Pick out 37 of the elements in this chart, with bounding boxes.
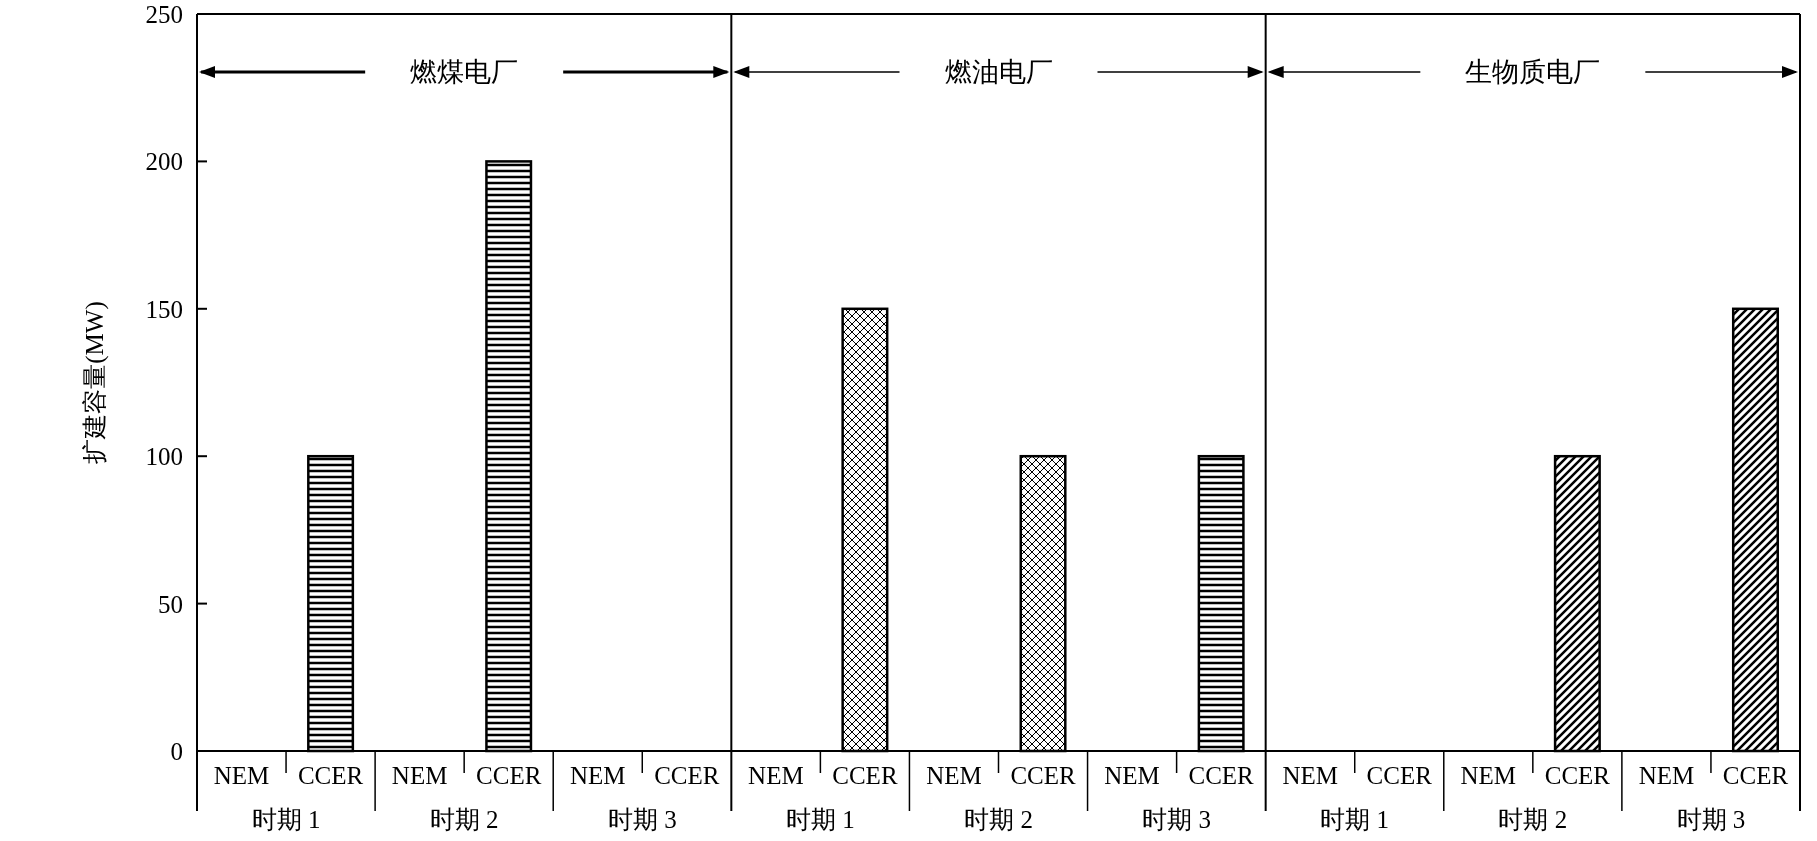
x-tick-label: NEM xyxy=(569,762,626,789)
x-tick-label: NEM xyxy=(926,762,982,789)
x-tick-label: CCER xyxy=(297,762,364,789)
y-tick-label: 150 xyxy=(145,295,183,323)
x-tick-label: CCER xyxy=(654,762,720,789)
x-tick-label: CCER xyxy=(1366,762,1433,789)
y-axis-title: 扩建容量(MW) xyxy=(81,301,109,464)
x-tick-label: CCER xyxy=(1188,762,1255,789)
text: 时期 2 xyxy=(1498,806,1568,833)
x-tick-label: CCER xyxy=(476,762,542,789)
x-tick-label: NEM xyxy=(748,762,804,789)
x-tick-label: CCER xyxy=(1010,762,1076,789)
x-tick-label: NEM xyxy=(1638,762,1695,789)
text: 时期 1 xyxy=(251,806,321,833)
y-tick-label: 250 xyxy=(145,1,183,28)
y-tick-label: 0 xyxy=(170,738,183,765)
x-tick-label: NEM xyxy=(1460,762,1517,789)
y-tick-label: 100 xyxy=(145,443,183,471)
text: 时期 3 xyxy=(607,806,677,833)
text: 时期 3 xyxy=(1676,806,1746,833)
y-tick-label: 200 xyxy=(145,148,183,176)
x-tick-label: CCER xyxy=(1544,762,1611,789)
text: 时期 2 xyxy=(429,806,499,833)
text: 时期 1 xyxy=(786,806,855,833)
text: 时期 3 xyxy=(1142,806,1211,833)
x-tick-label: NEM xyxy=(391,762,448,789)
text: 时期 1 xyxy=(1320,806,1390,833)
x-tick-label: CCER xyxy=(832,762,898,789)
x-tick-label: NEM xyxy=(1282,762,1338,789)
x-tick-label: CCER xyxy=(1722,762,1789,789)
text: 时期 2 xyxy=(964,806,1033,833)
annotation: 燃油电厂 xyxy=(944,57,1053,87)
x-tick-label: NEM xyxy=(213,762,270,789)
x-tick-label: NEM xyxy=(1104,762,1160,789)
annotation: 燃煤电厂 xyxy=(410,57,519,87)
annotation: 生物质电厂 xyxy=(1465,57,1601,87)
y-tick-label: 50 xyxy=(158,590,183,618)
